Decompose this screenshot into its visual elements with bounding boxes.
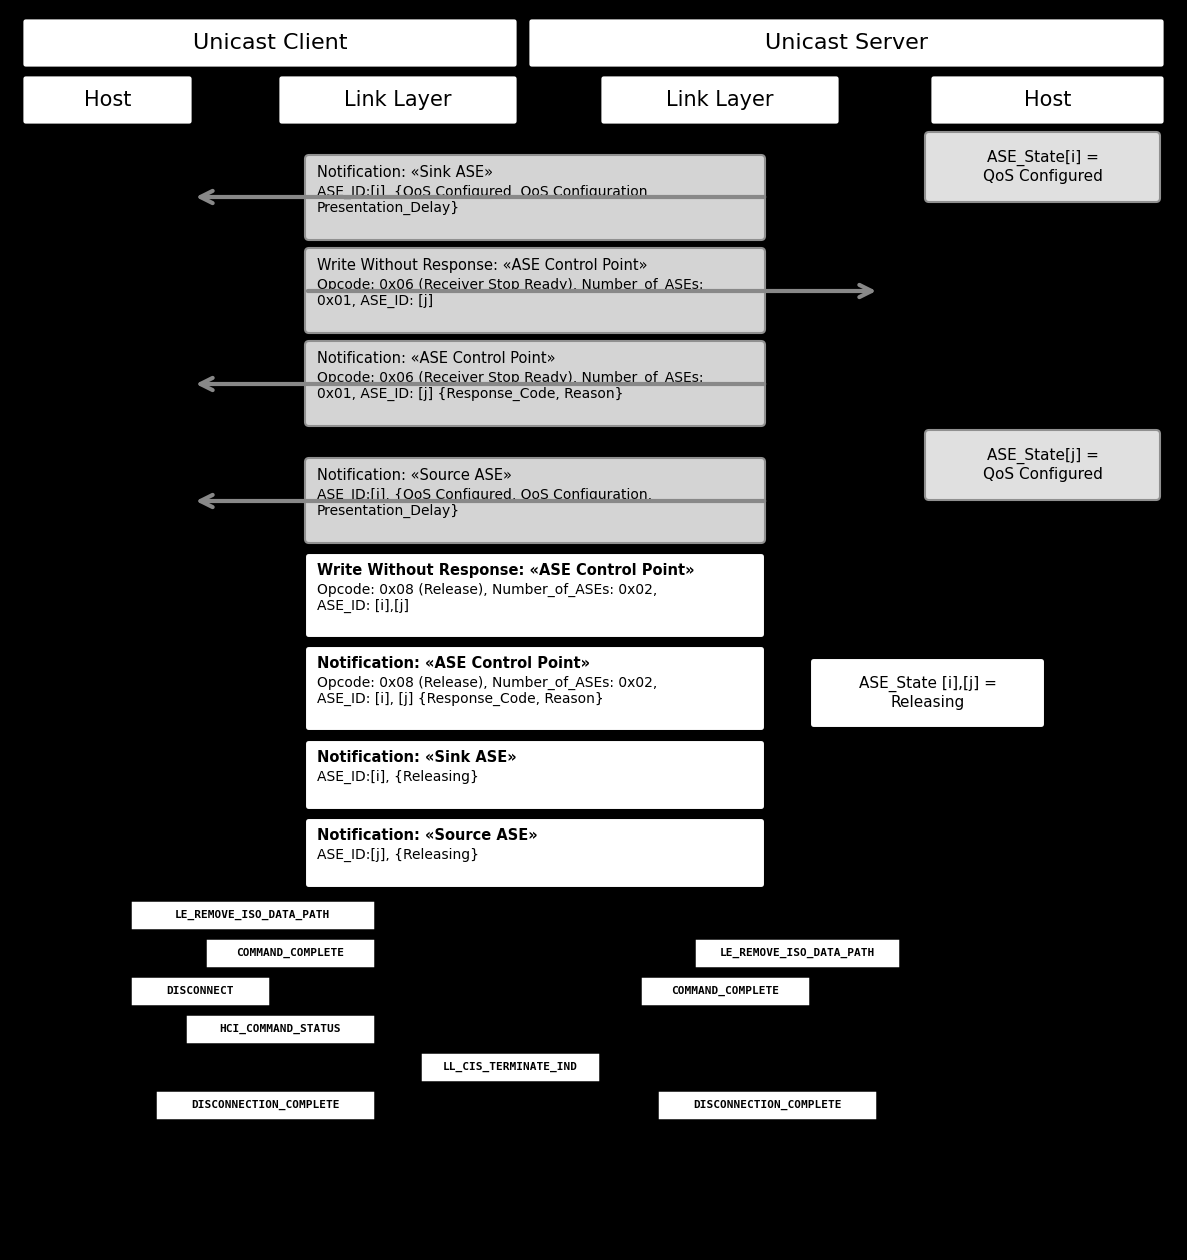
FancyBboxPatch shape xyxy=(925,132,1160,202)
Bar xyxy=(131,900,375,930)
Text: Notification: «Sink ASE»: Notification: «Sink ASE» xyxy=(317,165,493,180)
FancyBboxPatch shape xyxy=(23,76,193,125)
Text: Notification: «Source ASE»: Notification: «Source ASE» xyxy=(317,828,538,843)
FancyBboxPatch shape xyxy=(528,18,1164,68)
Text: DISCONNECTION_COMPLETE: DISCONNECTION_COMPLETE xyxy=(191,1100,339,1110)
Text: Notification: «Source ASE»: Notification: «Source ASE» xyxy=(317,467,512,483)
Text: Host: Host xyxy=(84,89,132,110)
Text: LE_REMOVE_ISO_DATA_PATH: LE_REMOVE_ISO_DATA_PATH xyxy=(719,948,875,958)
FancyBboxPatch shape xyxy=(305,248,764,333)
Text: DISCONNECTION_COMPLETE: DISCONNECTION_COMPLETE xyxy=(693,1100,842,1110)
FancyBboxPatch shape xyxy=(305,341,764,426)
Text: Opcode: 0x06 (Receiver Stop Ready), Number_of_ASEs:
0x01, ASE_ID: [j] {Response_: Opcode: 0x06 (Receiver Stop Ready), Numb… xyxy=(317,370,704,402)
Bar xyxy=(640,976,810,1005)
FancyBboxPatch shape xyxy=(810,658,1045,728)
Text: Unicast Client: Unicast Client xyxy=(192,33,348,53)
Text: Write Without Response: «ASE Control Point»: Write Without Response: «ASE Control Poi… xyxy=(317,258,647,273)
Bar xyxy=(185,1014,375,1045)
FancyBboxPatch shape xyxy=(599,76,840,125)
Text: Notification: «ASE Control Point»: Notification: «ASE Control Point» xyxy=(317,656,590,672)
Text: Host: Host xyxy=(1024,89,1071,110)
FancyBboxPatch shape xyxy=(305,818,764,888)
Text: ASE_ID:[j], {Releasing}: ASE_ID:[j], {Releasing} xyxy=(317,848,480,862)
Text: Link Layer: Link Layer xyxy=(666,89,774,110)
Bar xyxy=(656,1090,877,1120)
Text: ASE_State[i] =
QoS Configured: ASE_State[i] = QoS Configured xyxy=(983,150,1103,184)
FancyBboxPatch shape xyxy=(929,76,1164,125)
Text: ASE_ID:[i], {Releasing}: ASE_ID:[i], {Releasing} xyxy=(317,770,478,784)
Text: Notification: «ASE Control Point»: Notification: «ASE Control Point» xyxy=(317,352,556,365)
Text: DISCONNECT: DISCONNECT xyxy=(166,987,234,995)
Text: COMMAND_COMPLETE: COMMAND_COMPLETE xyxy=(236,948,344,958)
FancyBboxPatch shape xyxy=(23,18,518,68)
Text: COMMAND_COMPLETE: COMMAND_COMPLETE xyxy=(671,985,779,997)
FancyBboxPatch shape xyxy=(305,553,764,638)
Text: LE_REMOVE_ISO_DATA_PATH: LE_REMOVE_ISO_DATA_PATH xyxy=(174,910,330,920)
Text: ASE_ID:[i], {QoS Configured, QoS Configuration,
Presentation_Delay}: ASE_ID:[i], {QoS Configured, QoS Configu… xyxy=(317,185,652,215)
Text: ASE_State[j] =
QoS Configured: ASE_State[j] = QoS Configured xyxy=(983,449,1103,481)
FancyBboxPatch shape xyxy=(305,740,764,810)
Text: Link Layer: Link Layer xyxy=(344,89,452,110)
Text: ASE_State [i],[j] =
Releasing: ASE_State [i],[j] = Releasing xyxy=(858,677,996,709)
FancyBboxPatch shape xyxy=(278,76,518,125)
Text: Notification: «Sink ASE»: Notification: «Sink ASE» xyxy=(317,750,516,765)
Bar xyxy=(155,1090,375,1120)
Bar xyxy=(694,937,900,968)
Text: Opcode: 0x06 (Receiver Stop Ready), Number_of_ASEs:
0x01, ASE_ID: [j]: Opcode: 0x06 (Receiver Stop Ready), Numb… xyxy=(317,278,704,309)
FancyBboxPatch shape xyxy=(305,457,764,543)
Text: Opcode: 0x08 (Release), Number_of_ASEs: 0x02,
ASE_ID: [i],[j]: Opcode: 0x08 (Release), Number_of_ASEs: … xyxy=(317,583,658,614)
Bar xyxy=(205,937,375,968)
Text: ASE_ID:[j], {QoS Configured, QoS Configuration,
Presentation_Delay}: ASE_ID:[j], {QoS Configured, QoS Configu… xyxy=(317,488,652,518)
FancyBboxPatch shape xyxy=(925,430,1160,500)
FancyBboxPatch shape xyxy=(305,646,764,731)
Text: LL_CIS_TERMINATE_IND: LL_CIS_TERMINATE_IND xyxy=(443,1062,578,1072)
FancyBboxPatch shape xyxy=(305,155,764,239)
Text: HCI_COMMAND_STATUS: HCI_COMMAND_STATUS xyxy=(220,1024,341,1034)
Text: Write Without Response: «ASE Control Point»: Write Without Response: «ASE Control Poi… xyxy=(317,563,694,578)
Bar xyxy=(420,1052,599,1082)
Text: Opcode: 0x08 (Release), Number_of_ASEs: 0x02,
ASE_ID: [i], [j] {Response_Code, R: Opcode: 0x08 (Release), Number_of_ASEs: … xyxy=(317,677,658,707)
Text: Unicast Server: Unicast Server xyxy=(764,33,928,53)
Bar xyxy=(131,976,269,1005)
